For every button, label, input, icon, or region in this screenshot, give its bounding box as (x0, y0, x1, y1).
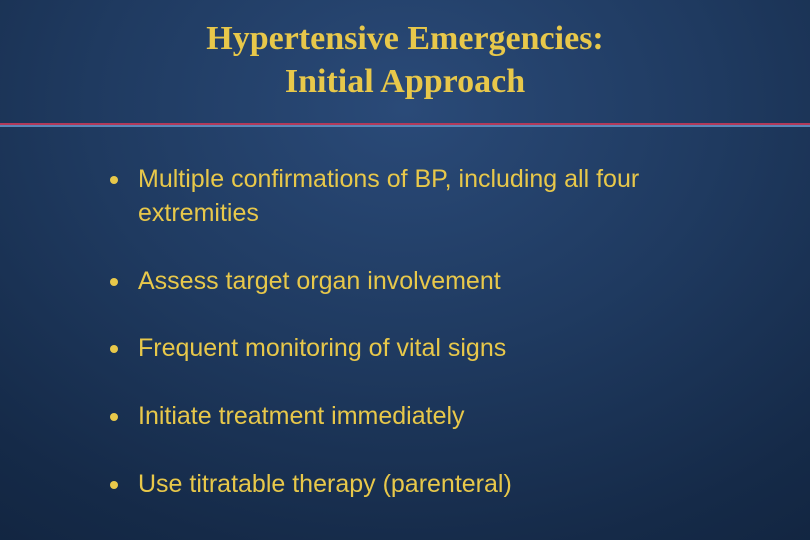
bullet-icon (110, 176, 118, 184)
bullet-text: Multiple confirmations of BP, including … (138, 163, 740, 231)
list-item: Use titratable therapy (parenteral) (110, 468, 740, 502)
slide: Hypertensive Emergencies: Initial Approa… (0, 0, 810, 540)
list-item: Initiate treatment immediately (110, 400, 740, 434)
bullet-text: Frequent monitoring of vital signs (138, 332, 506, 366)
bullet-text: Use titratable therapy (parenteral) (138, 468, 512, 502)
bullet-icon (110, 345, 118, 353)
title-line-1: Hypertensive Emergencies: (40, 18, 770, 61)
bullet-list: Multiple confirmations of BP, including … (0, 127, 810, 502)
bullet-icon (110, 481, 118, 489)
bullet-text: Initiate treatment immediately (138, 400, 465, 434)
bullet-icon (110, 278, 118, 286)
list-item: Assess target organ involvement (110, 265, 740, 299)
slide-title: Hypertensive Emergencies: Initial Approa… (0, 18, 810, 117)
bullet-icon (110, 413, 118, 421)
bullet-text: Assess target organ involvement (138, 265, 501, 299)
list-item: Frequent monitoring of vital signs (110, 332, 740, 366)
title-line-2: Initial Approach (40, 61, 770, 104)
list-item: Multiple confirmations of BP, including … (110, 163, 740, 231)
